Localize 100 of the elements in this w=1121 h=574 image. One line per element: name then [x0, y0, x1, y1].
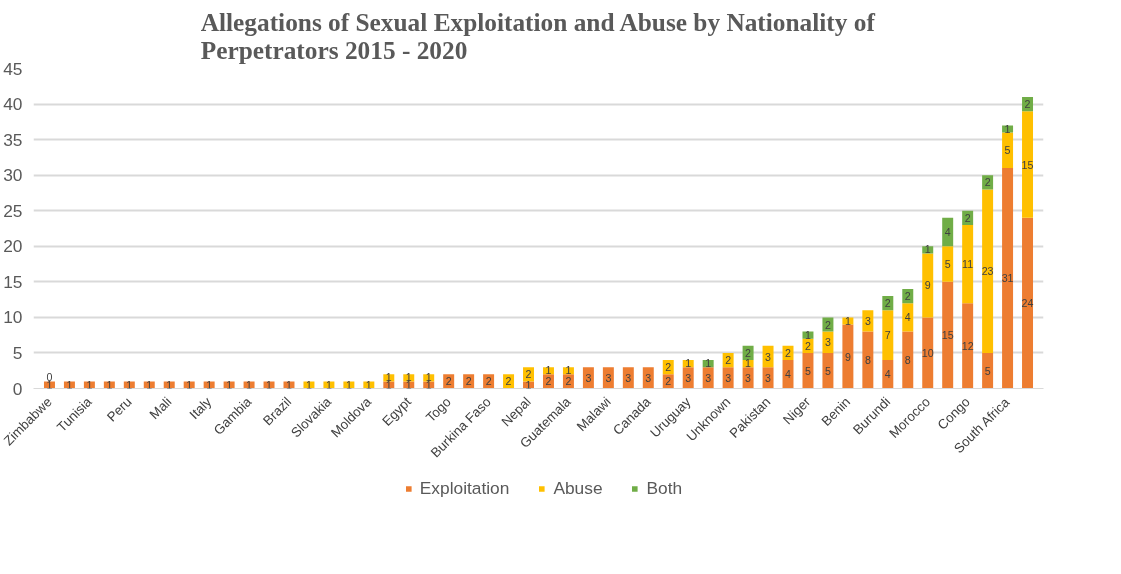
- data-label: 31: [1001, 272, 1014, 285]
- data-label: 3: [745, 371, 752, 384]
- data-label: 5: [944, 258, 951, 271]
- data-label: 2: [805, 339, 811, 352]
- data-label: 1: [1004, 122, 1011, 135]
- data-label: 4: [944, 226, 951, 239]
- data-label: 7: [884, 329, 891, 342]
- data-label: 2: [565, 375, 572, 388]
- y-tick-label: 25: [3, 200, 23, 221]
- chart-title: Allegations of Sexual Exploitation and Abuse by Nationality of Perpetrators 2015 - 2020: [200, 7, 876, 64]
- data-label: 3: [585, 371, 592, 384]
- data-label: 2: [665, 361, 672, 374]
- data-label: 11: [962, 258, 974, 271]
- data-label: 2: [465, 375, 472, 388]
- data-label: 2: [904, 290, 911, 303]
- data-label: 23: [981, 265, 994, 278]
- bar: [942, 246, 954, 282]
- data-label: 3: [765, 350, 772, 363]
- data-label: 2: [445, 375, 452, 388]
- data-label: 3: [864, 314, 871, 327]
- x-tick-label: Italy: [186, 393, 215, 423]
- y-tick-label: 20: [3, 236, 23, 257]
- bar: [1002, 132, 1014, 169]
- data-label: 2: [984, 176, 991, 189]
- data-label: 2: [964, 211, 971, 224]
- data-label: 1: [146, 378, 153, 391]
- bar: [942, 281, 954, 389]
- data-label: 3: [824, 336, 831, 349]
- data-label: 1: [86, 378, 93, 391]
- y-tick-label: 40: [3, 94, 23, 115]
- bar: [1022, 111, 1034, 218]
- x-tick-label: Togo: [422, 394, 454, 426]
- data-label: 1: [805, 328, 811, 341]
- data-label: 3: [645, 371, 652, 384]
- data-label: 9: [844, 350, 851, 363]
- data-label: 1: [206, 378, 213, 391]
- data-label: 15: [1021, 158, 1034, 171]
- data-label: 2: [824, 318, 831, 331]
- data-label: 2: [884, 297, 891, 310]
- data-label: 1: [266, 378, 273, 391]
- bar: [902, 303, 914, 332]
- data-label: 3: [685, 371, 692, 384]
- data-label: 9: [924, 279, 931, 292]
- data-label: 1: [924, 243, 931, 256]
- data-label: 1: [545, 364, 552, 377]
- data-label: 3: [625, 371, 632, 384]
- data-label: 1: [345, 378, 352, 391]
- data-label: 3: [605, 371, 612, 384]
- data-label: 1: [106, 378, 113, 391]
- data-label: 4: [904, 311, 911, 324]
- y-tick-label: 35: [3, 129, 23, 150]
- bar: [1022, 217, 1034, 389]
- data-label: 2: [505, 375, 512, 388]
- y-tick-label: 10: [3, 307, 23, 328]
- data-label: 2: [665, 375, 672, 388]
- data-label: 2: [725, 354, 732, 367]
- data-label: 2: [545, 375, 552, 388]
- data-label: 1: [685, 357, 692, 370]
- data-label: 5: [984, 364, 991, 377]
- data-label: 1: [226, 378, 233, 391]
- bar: [962, 303, 974, 389]
- data-label: 1: [745, 357, 752, 370]
- data-label: 1: [66, 378, 73, 391]
- y-tick-label: 30: [3, 165, 23, 186]
- bar: [1002, 168, 1014, 389]
- bar: [802, 352, 814, 389]
- data-label: 1: [365, 378, 372, 391]
- data-label: 5: [1004, 144, 1011, 157]
- y-tick-label: 15: [3, 271, 23, 292]
- data-label: 3: [725, 371, 732, 384]
- data-label: 5: [824, 364, 831, 377]
- data-label: 2: [1024, 98, 1031, 111]
- legend-label: Exploitation: [419, 477, 510, 499]
- data-label: 5: [805, 364, 811, 377]
- legend-label: Both: [646, 477, 683, 499]
- data-label: 2: [525, 368, 532, 381]
- bar: [962, 224, 974, 304]
- bar: [982, 189, 994, 353]
- data-label: 1: [525, 378, 532, 391]
- data-label: 4: [884, 368, 891, 381]
- data-label: 2: [745, 346, 752, 359]
- bar: [902, 331, 914, 389]
- data-label: 1: [565, 364, 572, 377]
- y-tick-label: 0: [12, 378, 23, 399]
- bar: [822, 352, 834, 389]
- data-label: 2: [785, 346, 792, 359]
- data-label: 1: [844, 314, 851, 327]
- data-label: 1: [186, 378, 193, 391]
- data-label: 1: [305, 378, 312, 391]
- data-label: 1: [126, 378, 133, 391]
- y-tick-label: 45: [3, 58, 23, 79]
- y-tick-label: 5: [12, 342, 23, 363]
- data-label: 12: [961, 339, 974, 352]
- data-label: 8: [904, 354, 911, 367]
- data-label: 1: [325, 378, 332, 391]
- data-label: 4: [785, 368, 792, 381]
- data-label: 1: [166, 378, 173, 391]
- data-label: 1: [246, 378, 253, 391]
- data-label: 2: [485, 375, 492, 388]
- bar: [982, 352, 994, 389]
